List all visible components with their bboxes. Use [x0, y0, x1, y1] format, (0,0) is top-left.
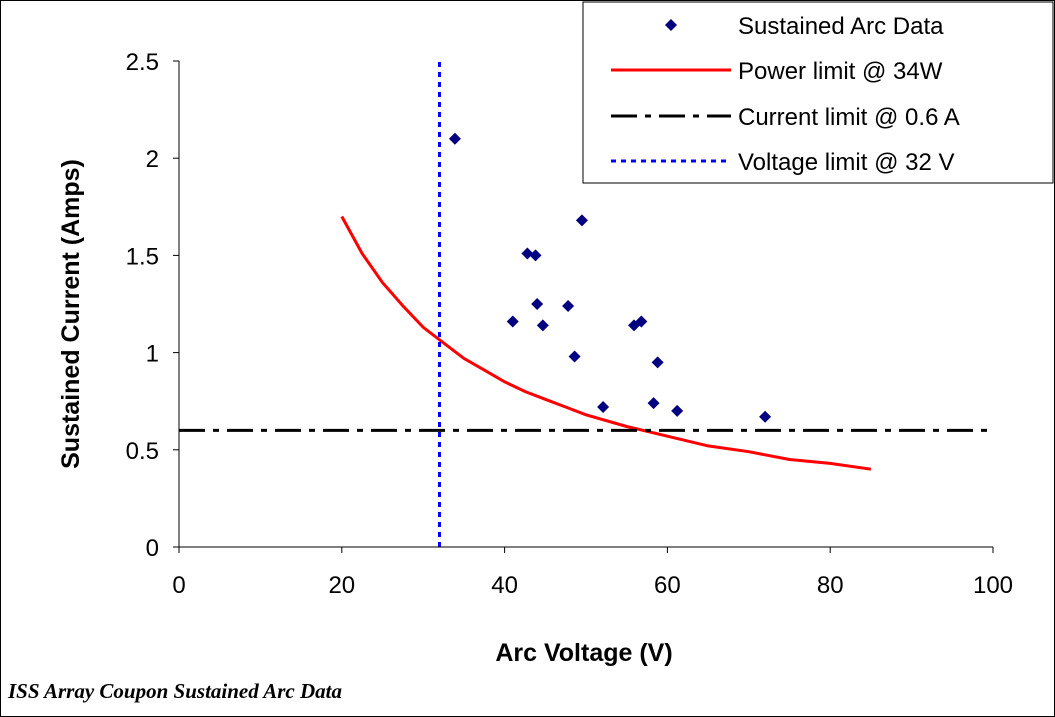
x-tick-label-1: 20: [328, 572, 355, 599]
axes: 0 20 40 60 80 100 0 0.5 1 1.5 2 2.5 Arc Voltage (V) S…: [57, 49, 1013, 667]
data-point-5: [531, 298, 544, 310]
legend-label-0: Sustained Arc Data: [738, 13, 944, 40]
legend-label-2: Current limit @ 0.6 A: [738, 104, 960, 131]
x-tick-label-2: 40: [491, 572, 518, 599]
y-tick-label-2: 1: [146, 341, 159, 368]
legend-marker-0: [665, 19, 677, 31]
y-axis-title: Sustained Current (Amps): [57, 159, 85, 469]
power-limit-curve: [340, 215, 872, 471]
figure-caption: ISS Array Coupon Sustained Arc Data: [8, 679, 342, 703]
data-point-14: [671, 404, 684, 417]
y-tick-label-0: 0: [146, 535, 159, 562]
data-point-12: [647, 397, 660, 410]
x-tick-label-0: 0: [172, 572, 185, 599]
plot-points: [448, 132, 772, 423]
legend-label-3: Voltage limit @ 32 V: [738, 149, 954, 176]
legend: Sustained Arc Data Power limit @ 34W Curre…: [582, 1, 1054, 184]
data-point-9: [597, 401, 610, 414]
data-point-8: [568, 350, 581, 363]
y-tick-label-3: 1.5: [126, 243, 159, 270]
x-axis-title: Arc Voltage (V): [495, 639, 672, 667]
data-point-11: [635, 315, 648, 328]
legend-label-1: Power limit @ 34W: [738, 58, 943, 85]
data-point-3: [575, 214, 588, 227]
x-tick-label-5: 100: [973, 572, 1013, 599]
data-point-15: [759, 410, 772, 423]
data-point-0: [448, 132, 461, 145]
data-point-1: [521, 247, 534, 260]
y-tick-label-5: 2.5: [126, 49, 159, 76]
plot-lines: [179, 61, 993, 547]
data-point-7: [562, 299, 575, 312]
data-point-2: [529, 249, 542, 262]
y-tick-label-4: 2: [146, 146, 159, 173]
y-tick-label-1: 0.5: [126, 438, 159, 465]
data-point-6: [536, 319, 549, 332]
data-point-13: [651, 356, 664, 369]
data-point-4: [506, 315, 519, 328]
x-tick-label-3: 60: [654, 572, 681, 599]
x-tick-label-4: 80: [817, 572, 844, 599]
legend-box: [582, 1, 1054, 184]
